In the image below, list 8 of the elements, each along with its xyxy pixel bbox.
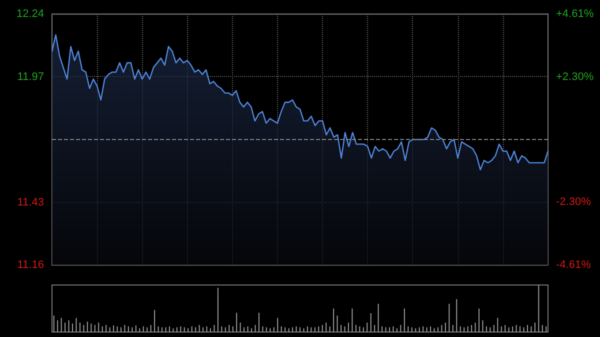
y2-tick-label: +2.30%	[556, 70, 594, 83]
y-tick-label: 12.24	[16, 8, 44, 20]
y2-tick-label: -4.61%	[556, 259, 592, 271]
y2-tick-label: -2.30%	[556, 196, 592, 208]
y-tick-label: 11.43	[17, 196, 44, 208]
y2-tick-label: +4.61%	[556, 8, 594, 20]
y-tick-label: 11.16	[17, 259, 44, 271]
y-tick-label: 11.97	[17, 70, 44, 83]
